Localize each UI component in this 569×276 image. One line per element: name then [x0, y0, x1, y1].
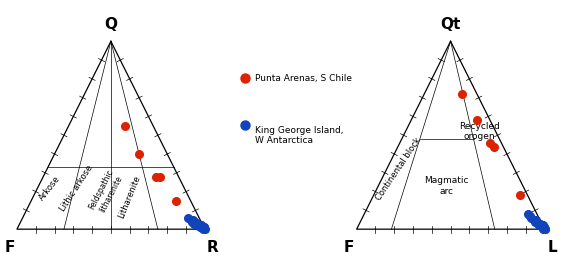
Text: King George Island,
W Antarctica: King George Island, W Antarctica	[255, 126, 344, 145]
Text: F: F	[344, 240, 354, 256]
Text: Continental block: Continental block	[374, 136, 423, 202]
Text: Punta Arenas, S Chile: Punta Arenas, S Chile	[255, 74, 352, 83]
Text: Magmatic
arc: Magmatic arc	[424, 176, 469, 196]
Text: Arkose: Arkose	[38, 174, 62, 202]
Text: Litharenite: Litharenite	[117, 174, 142, 220]
Text: Feldspathic
litharenite: Feldspathic litharenite	[88, 168, 125, 216]
Text: L: L	[547, 240, 557, 256]
Text: R: R	[207, 240, 218, 256]
Text: Recycled
orogen: Recycled orogen	[459, 122, 500, 141]
Text: Qt: Qt	[440, 17, 461, 32]
Text: Q: Q	[104, 17, 117, 32]
Text: Lithic arkose: Lithic arkose	[58, 163, 94, 213]
Text: F: F	[4, 240, 15, 256]
